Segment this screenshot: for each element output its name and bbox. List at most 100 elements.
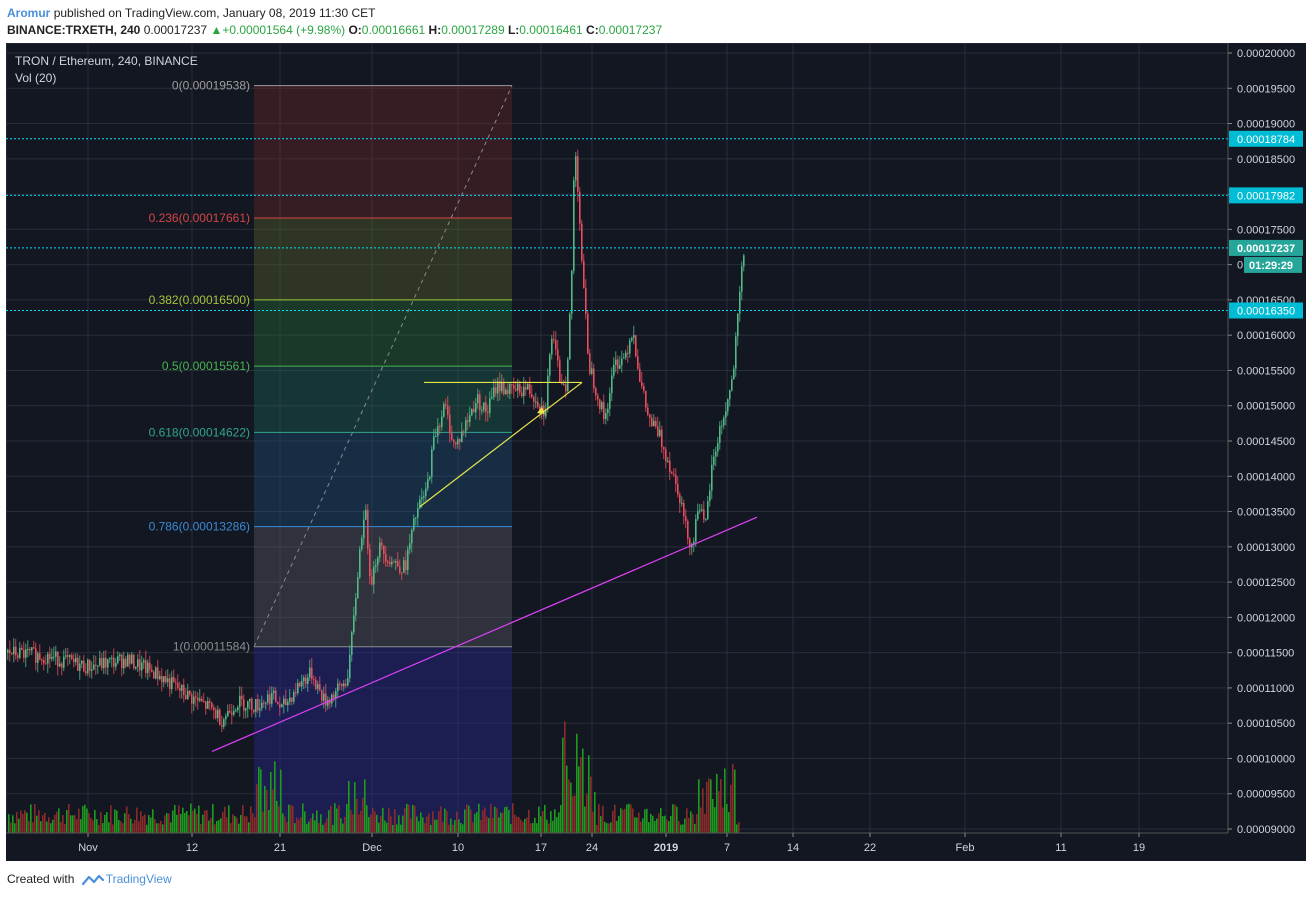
candle-body — [741, 266, 743, 292]
volume-bar — [486, 816, 488, 833]
candle-body — [633, 335, 635, 339]
candle-body — [599, 399, 601, 409]
volume-bar — [128, 814, 130, 833]
volume-bar — [268, 809, 270, 833]
candle-body — [57, 651, 59, 667]
fib-level-label: 0.5(0.00015561) — [162, 359, 250, 373]
volume-bar — [400, 824, 402, 833]
price-tick-label: 0.00013000 — [1237, 542, 1295, 554]
volume-bar — [234, 816, 236, 833]
volume-bar — [92, 820, 94, 833]
volume-bar — [286, 821, 288, 833]
candle-body — [223, 719, 225, 727]
price-tick-label: 0.00010500 — [1237, 718, 1295, 730]
volume-bar — [720, 779, 722, 833]
candle-body — [679, 494, 681, 504]
candle-body — [329, 699, 331, 704]
candle-body — [529, 383, 531, 395]
volume-bar — [124, 813, 126, 833]
volume-bar — [148, 815, 150, 833]
candle-body — [337, 683, 339, 692]
volume-bar — [202, 814, 204, 833]
volume-bar — [462, 824, 464, 833]
candle-body — [469, 415, 471, 423]
volume-bar — [150, 817, 152, 833]
volume-bar — [504, 807, 506, 833]
candle-body — [547, 375, 549, 409]
volume-bar — [580, 756, 582, 833]
candle-body — [457, 439, 459, 445]
candle-body — [309, 667, 311, 678]
volume-bar — [304, 811, 306, 833]
candle-body — [117, 656, 119, 664]
candle-body — [563, 384, 565, 386]
candle-body — [561, 382, 563, 385]
candle-body — [247, 701, 249, 709]
candle-body — [69, 655, 71, 657]
candle-body — [199, 698, 201, 701]
candle-body — [497, 381, 499, 394]
candle-body — [243, 699, 245, 711]
candle-body — [19, 647, 21, 658]
volume-bar — [50, 823, 52, 833]
candle-body — [239, 695, 241, 708]
volume-bar — [422, 817, 424, 833]
candle-body — [433, 436, 435, 450]
candle-body — [125, 658, 127, 667]
volume-bar — [316, 810, 318, 833]
volume-bar — [514, 814, 516, 833]
low-label: L: — [507, 23, 520, 37]
price-tick-label: 0.00018500 — [1237, 154, 1295, 166]
volume-bar — [160, 820, 162, 833]
price-chart[interactable]: 0(0.00019538) 0.236(0.00017661) 0.382(0.00… — [6, 43, 1306, 861]
volume-bar — [408, 804, 410, 833]
candle-body — [311, 667, 313, 680]
volume-bar — [556, 817, 558, 833]
volume-bar — [248, 822, 250, 833]
volume-bar — [208, 820, 210, 833]
volume-bar — [424, 822, 426, 833]
candle-body — [27, 649, 29, 651]
volume-bar — [58, 808, 60, 833]
candle-body — [331, 694, 333, 704]
candle-body — [47, 653, 49, 664]
volume-bar — [482, 810, 484, 833]
volume-bar — [258, 766, 260, 833]
volume-bar — [108, 822, 110, 833]
volume-bar — [662, 816, 664, 833]
candle-body — [321, 690, 323, 701]
time-axis-bg — [6, 833, 1306, 861]
candle-body — [79, 663, 81, 671]
author-name[interactable]: Aromur — [7, 6, 51, 20]
volume-bar — [670, 815, 672, 833]
candle-body — [281, 704, 283, 708]
candle-body — [401, 572, 403, 574]
volume-bar — [476, 812, 478, 833]
tradingview-link[interactable]: TradingView — [105, 872, 172, 886]
candle-body — [107, 659, 109, 668]
candle-body — [653, 420, 655, 427]
fib-level-label: 0.382(0.00016500) — [149, 293, 250, 307]
volume-bar — [492, 818, 494, 833]
time-tick-label: 21 — [274, 842, 286, 854]
volume-bar — [608, 823, 610, 833]
candle-body — [439, 426, 441, 428]
volume-bar — [542, 811, 544, 833]
volume-bar — [516, 816, 518, 833]
candle-body — [349, 654, 351, 679]
candle-body — [447, 405, 449, 415]
candle-body — [297, 682, 299, 694]
volume-bar — [406, 803, 408, 833]
candle-body — [93, 664, 95, 670]
volume-bar — [538, 806, 540, 833]
candle-body — [695, 519, 697, 542]
volume-bar — [184, 813, 186, 833]
candle-body — [371, 576, 373, 585]
volume-bar — [64, 823, 66, 833]
volume-bar — [54, 814, 56, 833]
volume-bar — [394, 809, 396, 833]
candle-body — [525, 386, 527, 390]
candle-body — [51, 656, 53, 660]
candle-body — [363, 519, 365, 539]
volume-bar — [446, 810, 448, 833]
